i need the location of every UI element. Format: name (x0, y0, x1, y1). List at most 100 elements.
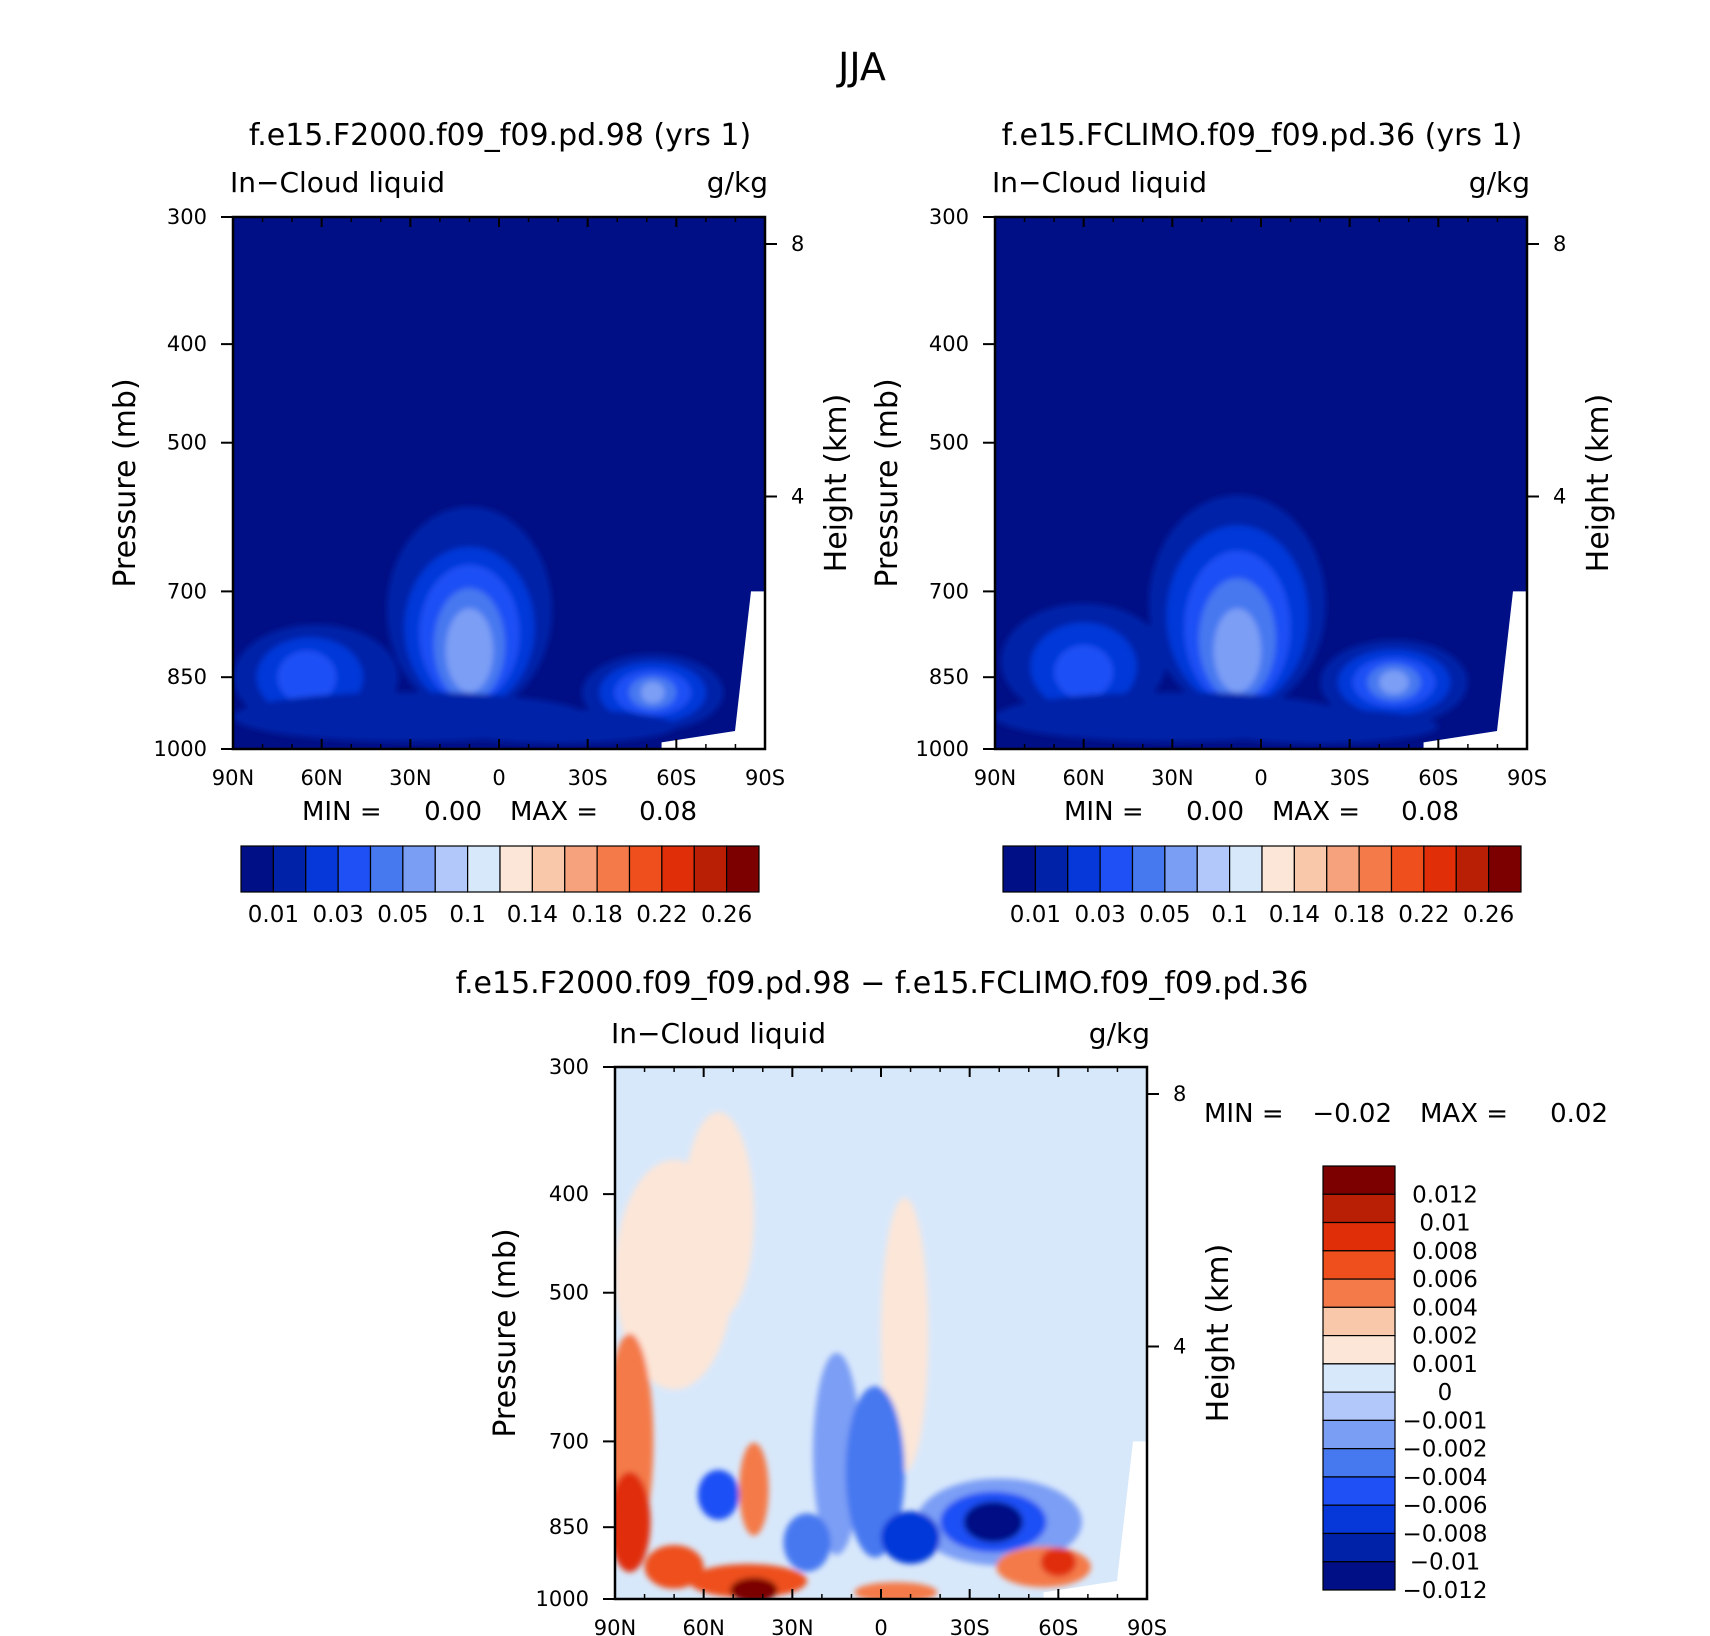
colorbar-label: 0.03 (1075, 902, 1126, 928)
panel-2-min-label: MIN = (1064, 797, 1144, 827)
x-tick-label: 60S (1038, 1616, 1078, 1636)
missing-data-region (1043, 1441, 1147, 1599)
colorbar-swatch (1002, 845, 1036, 893)
colorbar-label: 0.03 (313, 902, 364, 928)
colorbar-swatch (240, 845, 274, 893)
x-tick-label: 30N (771, 1616, 813, 1636)
colorbar-swatch (531, 845, 566, 893)
panel-3: f.e15.F2000.f09_f09.pd.98 − f.e15.FCLIMO… (456, 966, 1608, 1636)
colorbar-label: 0.01 (1419, 1211, 1470, 1237)
colorbar-swatch (305, 845, 339, 893)
panel-1-field (233, 217, 765, 749)
colorbar-swatch (1322, 1165, 1396, 1195)
panel-3-ylabel: Pressure (mb) (488, 1228, 523, 1437)
y-tick-label: 400 (929, 332, 969, 356)
panel-2-max-value: 0.08 (1401, 797, 1459, 827)
colorbar-swatch (1423, 845, 1457, 893)
y-tick-label: 1000 (154, 737, 207, 761)
contour-region (881, 1197, 929, 1472)
x-tick-label: 90N (212, 766, 254, 790)
colorbar-label: −0.006 (1402, 1493, 1487, 1519)
colorbar-label: 0.14 (1269, 902, 1320, 928)
panel-1-colorbar: 0.01 0.03 0.05 0.1 0.14 0.18 0.22 0.26 (240, 845, 760, 928)
y-tick-label: 1000 (916, 737, 969, 761)
contour-region (730, 1577, 778, 1599)
y-tick-label: 300 (549, 1055, 589, 1079)
panel-2-units: g/kg (1469, 166, 1530, 199)
height-tick-label: 8 (1553, 232, 1566, 256)
height-tick-label: 8 (1173, 1082, 1186, 1106)
colorbar-swatch (596, 845, 631, 893)
panel-1-axes: 90N 60N 30N 0 30S 60S 90S 300 400 500 700 850 1000 8 4 (154, 205, 805, 790)
y-tick-label: 300 (929, 205, 969, 229)
x-tick-label: 30N (1151, 766, 1193, 790)
x-tick-label: 0 (874, 1616, 887, 1636)
y-tick-label: 1000 (536, 1587, 589, 1611)
y-tick-label: 850 (929, 665, 969, 689)
panel-1-variable: In−Cloud liquid (230, 166, 445, 199)
panel-1-max-value: 0.08 (639, 797, 697, 827)
contour-region (644, 1545, 704, 1589)
panel-2-ylabel: Pressure (mb) (870, 378, 905, 587)
x-tick-label: 60S (1418, 766, 1458, 790)
contour-region (439, 709, 677, 744)
contour-region (1201, 709, 1439, 744)
contour-region (1379, 670, 1409, 695)
colorbar-swatch (1164, 845, 1198, 893)
height-tick-label: 4 (1553, 485, 1566, 509)
panel-1-min-value: 0.00 (424, 797, 482, 827)
missing-data-region (661, 591, 765, 749)
panel-2-min-value: 0.00 (1186, 797, 1244, 827)
panel-2-colorbar: 0.01 0.03 0.05 0.1 0.14 0.18 0.22 0.26 (1002, 845, 1522, 928)
height-tick-label: 8 (791, 232, 804, 256)
colorbar-swatch (1322, 1532, 1396, 1563)
colorbar-swatch (1322, 1419, 1396, 1450)
y-tick-label: 850 (167, 665, 207, 689)
colorbar-label: 0.004 (1412, 1295, 1478, 1321)
colorbar-label: 0.1 (449, 902, 486, 928)
panel-1-ylabel: Pressure (mb) (108, 378, 143, 587)
panel-2-variable: In−Cloud liquid (992, 166, 1207, 199)
colorbar-swatch (1099, 845, 1134, 893)
colorbar-label: 0 (1438, 1380, 1453, 1406)
colorbar-label: 0.22 (636, 902, 687, 928)
colorbar-label: 0.14 (507, 902, 558, 928)
panel-3-colorbar: 0.0120.010.0080.0060.0040.0020.0010−0.00… (1322, 1165, 1488, 1604)
x-tick-label: 60N (682, 1616, 724, 1636)
colorbar-swatch (1358, 845, 1393, 893)
y-tick-label: 500 (929, 431, 969, 455)
y-tick-label: 850 (549, 1515, 589, 1539)
missing-data-region (1423, 591, 1527, 749)
colorbar-swatch (1322, 1221, 1396, 1252)
colorbar-swatch (1322, 1476, 1396, 1506)
panel-3-title: f.e15.F2000.f09_f09.pd.98 − f.e15.FCLIMO… (456, 966, 1309, 1001)
x-tick-label: 30S (1330, 766, 1370, 790)
colorbar-label: 0.05 (1139, 902, 1190, 928)
contour-region (1040, 1547, 1077, 1577)
panel-1-ylabel-right: Height (km) (819, 394, 854, 573)
x-tick-label: 90N (594, 1616, 636, 1636)
panel-1-title: f.e15.F2000.f09_f09.pd.98 (yrs 1) (249, 118, 751, 153)
y-tick-label: 700 (167, 579, 207, 603)
colorbar-swatch (1488, 845, 1522, 893)
colorbar-swatch (1131, 845, 1166, 893)
colorbar-swatch (1322, 1306, 1396, 1337)
contour-region (739, 1442, 769, 1536)
panel-3-ylabel-right: Height (km) (1201, 1244, 1236, 1423)
y-tick-label: 500 (549, 1281, 589, 1305)
colorbar-swatch (1322, 1391, 1396, 1421)
x-tick-label: 90N (974, 766, 1016, 790)
colorbar-swatch (1322, 1504, 1396, 1535)
colorbar-swatch (434, 845, 469, 893)
colorbar-label: 0.006 (1412, 1267, 1478, 1293)
contour-region (615, 1471, 651, 1573)
panel-3-min-label: MIN = (1204, 1099, 1284, 1129)
colorbar-swatch (467, 845, 501, 893)
colorbar-swatch (1322, 1448, 1396, 1478)
colorbar-label: 0.18 (1334, 902, 1385, 928)
y-tick-label: 500 (167, 431, 207, 455)
x-tick-label: 90S (745, 766, 785, 790)
colorbar-label: 0.26 (1463, 902, 1514, 928)
y-tick-label: 700 (929, 579, 969, 603)
